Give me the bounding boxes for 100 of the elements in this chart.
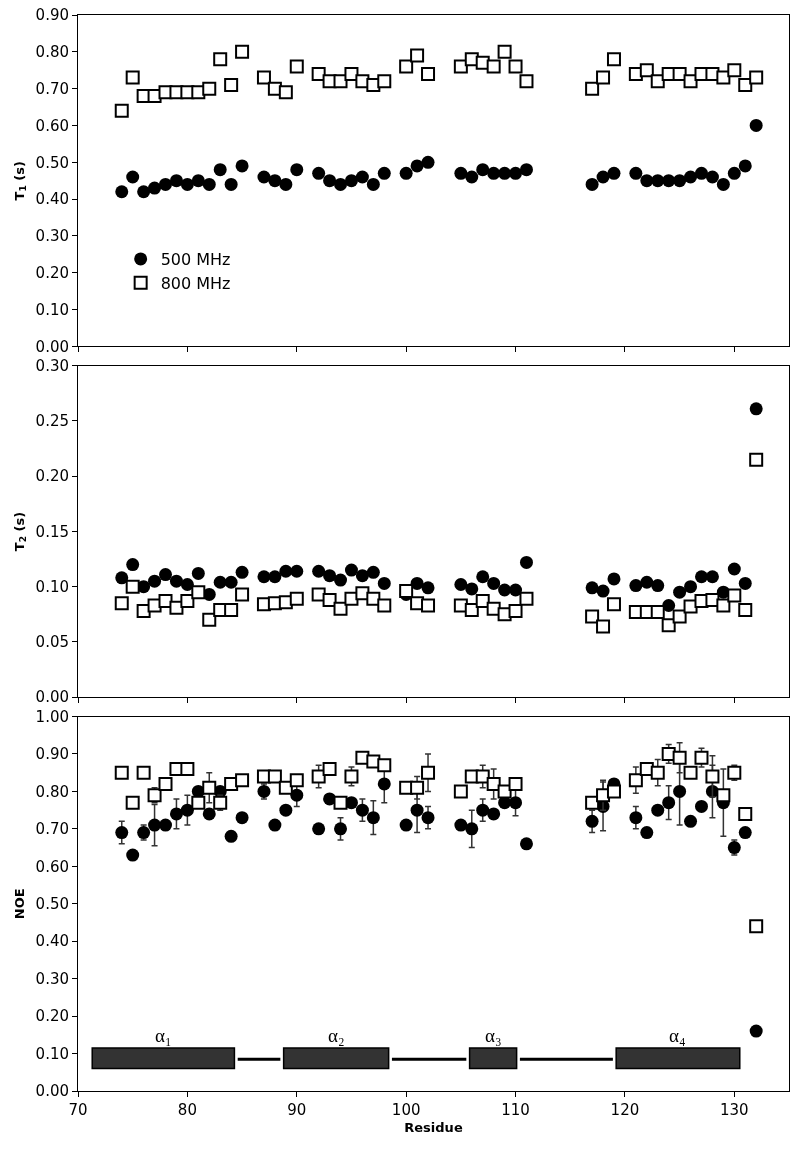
y-tick-label: 0.40	[35, 190, 69, 209]
point	[213, 575, 227, 589]
point	[596, 619, 611, 634]
point	[323, 569, 337, 583]
point	[662, 598, 676, 612]
point	[344, 174, 358, 188]
point	[606, 52, 621, 67]
point	[607, 572, 621, 586]
point	[421, 581, 435, 595]
band-label: α₄	[669, 1025, 686, 1046]
band-label: α₁	[155, 1025, 172, 1046]
point	[180, 803, 194, 817]
point	[475, 769, 490, 784]
point	[290, 788, 304, 802]
point	[235, 811, 249, 825]
y-tick-label: 0.10	[35, 300, 69, 319]
point	[606, 784, 621, 799]
point	[738, 826, 752, 840]
point	[629, 579, 643, 593]
point	[650, 74, 665, 89]
point	[256, 70, 271, 85]
point	[421, 811, 435, 825]
point	[749, 452, 764, 467]
point	[716, 598, 731, 613]
point	[366, 591, 381, 606]
point	[235, 565, 249, 579]
point	[278, 780, 293, 795]
point	[673, 784, 687, 798]
point	[180, 594, 195, 609]
point	[727, 588, 742, 603]
point	[125, 579, 140, 594]
point	[213, 163, 227, 177]
point	[333, 795, 348, 810]
point	[465, 582, 479, 596]
point	[323, 174, 337, 188]
point	[202, 81, 217, 96]
point	[465, 822, 479, 836]
point	[334, 177, 348, 191]
point	[421, 765, 436, 780]
y-tick-label: 0.30	[35, 969, 69, 988]
point	[465, 170, 479, 184]
point	[508, 603, 523, 618]
x-tick-label: 100	[391, 1101, 421, 1119]
point	[202, 807, 216, 821]
point	[727, 166, 741, 180]
point	[366, 565, 380, 579]
y-tick-label: 0.90	[35, 745, 69, 764]
point	[399, 166, 413, 180]
band-label: α₃	[485, 1025, 502, 1046]
point	[333, 601, 348, 616]
y-tick-label: 0.15	[35, 522, 69, 541]
y-tick-label: 0.20	[35, 264, 69, 282]
point	[749, 1024, 763, 1038]
point	[410, 576, 424, 590]
point	[738, 806, 753, 821]
point	[202, 177, 216, 191]
point	[148, 574, 162, 588]
point	[355, 803, 369, 817]
point	[497, 784, 512, 799]
point	[290, 564, 304, 578]
point	[606, 597, 621, 612]
point	[126, 558, 140, 572]
point	[662, 174, 676, 188]
y-tick-label: 0.05	[35, 633, 69, 652]
point	[312, 166, 326, 180]
point	[322, 592, 337, 607]
point	[651, 803, 665, 817]
point	[235, 773, 250, 788]
legend-label: 500 MHz	[160, 250, 231, 270]
point	[695, 799, 708, 813]
legend-label: 800 MHz	[160, 273, 231, 293]
point	[114, 103, 129, 118]
y-tick-label: 0.10	[35, 1044, 69, 1063]
point	[235, 587, 250, 602]
point	[519, 74, 534, 89]
point	[683, 765, 698, 780]
point	[366, 811, 380, 825]
point	[267, 769, 282, 784]
point	[716, 177, 730, 191]
point	[596, 70, 611, 85]
point	[377, 598, 392, 613]
point	[705, 170, 719, 184]
point	[224, 829, 238, 843]
y-tick-label: 0.00	[35, 688, 69, 707]
point	[519, 591, 534, 606]
point	[311, 769, 326, 784]
point	[235, 159, 249, 173]
point	[585, 81, 600, 96]
point	[453, 59, 468, 74]
point	[312, 564, 326, 578]
point	[585, 795, 600, 810]
y-tick-label: 0.30	[35, 357, 69, 376]
point	[169, 600, 184, 615]
point	[355, 569, 369, 583]
point	[421, 598, 436, 613]
y-tick-label: 0.20	[35, 467, 69, 486]
x-tick-label: 70	[68, 1101, 88, 1119]
point	[334, 573, 348, 587]
y-tick-label: 0.60	[35, 116, 69, 135]
point	[509, 166, 523, 180]
